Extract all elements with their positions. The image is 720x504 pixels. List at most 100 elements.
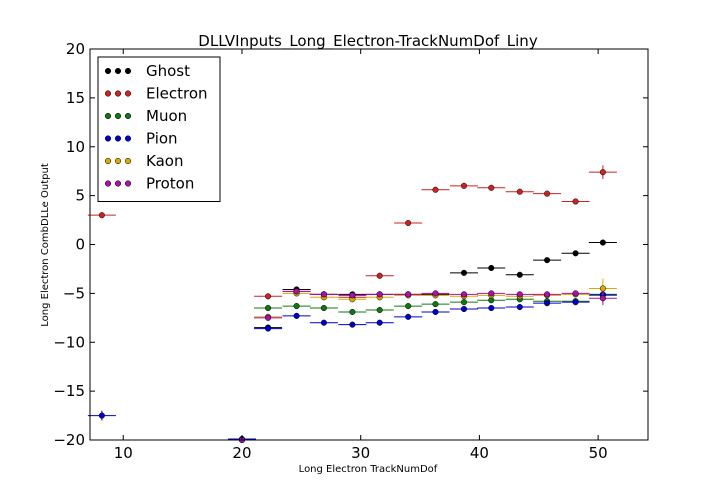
data-point [488,264,495,272]
legend-marker [114,112,122,120]
legend-marker [124,180,132,187]
x-tick-label: 50 [589,444,608,462]
data-point [572,250,579,257]
data-point [516,304,523,311]
data-point [293,312,300,319]
data-point [376,306,383,314]
data-point [432,308,439,315]
legend-marker [114,180,122,187]
x-tick-label: 40 [470,444,489,462]
legend-entry-muon: Muon [104,107,187,125]
data-point [405,219,412,227]
data-point [98,412,105,419]
data-point [488,184,495,191]
data-point [432,186,439,193]
data-point [320,319,327,326]
data-point [293,303,300,310]
data-point [460,269,468,276]
legend-marker [114,67,122,75]
data-point [405,313,412,320]
data-point [460,305,468,313]
data-point [572,198,579,205]
chart-title: DLLVInputs_Long_Electron-TrackNumDof_Lin… [198,32,538,51]
legend-entry-electron: Electron [104,85,208,103]
data-point [320,291,327,298]
data-point [599,169,606,176]
x-tick-label: 20 [232,444,251,462]
legend-label: Muon [146,107,187,125]
data-point [432,290,439,297]
legend-marker [124,90,132,97]
data-point [432,301,439,308]
legend-marker [104,135,112,142]
data-point [488,304,495,312]
data-point [544,300,551,307]
data-point [265,304,272,312]
data-point [349,308,356,315]
legend-marker [104,112,112,120]
data-point [599,285,606,292]
data-point [460,182,468,189]
data-point [320,304,327,312]
x-tick-label: 30 [351,444,370,462]
legend-label: Pion [146,130,178,148]
data-point [599,295,606,302]
data-point [572,290,579,297]
legend-marker [114,90,122,97]
legend-label: Kaon [146,152,183,170]
y-tick-label: −20 [53,431,85,449]
plot-area [87,165,617,444]
series-ghost [254,239,617,331]
legend-entry-proton: Proton [104,175,194,193]
x-tick-label: 10 [114,444,133,462]
series-electron [87,165,617,444]
legend-label: Electron [146,85,208,103]
data-point [544,257,551,264]
data-point [516,271,523,278]
legend-entry-kaon: Kaon [104,152,183,170]
y-tick-label: −5 [63,284,85,302]
y-tick-label: 5 [75,187,85,205]
axes: 10 20 30 40 50 −20 −15 −10 −5 0 5 10 15 20 [53,40,649,462]
data-point [98,212,105,219]
data-point [516,291,523,298]
data-point [293,288,300,295]
legend-box [97,56,221,202]
data-point [376,272,383,279]
legend-marker [114,135,122,142]
data-point [544,190,551,197]
data-point [265,325,272,332]
legend-entry-pion: Pion [104,130,178,148]
data-point [572,299,579,306]
data-point [516,188,523,195]
data-point [405,291,412,298]
data-point [265,293,272,300]
data-point [405,303,412,310]
data-point [376,291,383,298]
legend-marker [104,90,112,97]
x-axis-label: Long Electron TrackNumDof [299,464,438,475]
legend-marker [124,67,132,75]
legend-marker [104,180,112,187]
data-point [349,321,356,328]
y-tick-label: 0 [75,236,85,254]
legend-marker [124,112,132,120]
data-point [599,239,606,246]
legend-marker [124,157,132,165]
data-point [460,291,468,298]
data-point [349,292,356,299]
legend-label: Proton [146,175,194,193]
y-tick-label: 20 [66,40,85,58]
y-tick-label: 15 [66,89,85,107]
legend-entry-ghost: Ghost [104,62,190,80]
data-point [265,314,272,321]
y-tick-label: 10 [66,138,85,156]
legend: Ghost Electron Muon Pion Kaon Proton [97,56,221,202]
data-point [460,299,468,306]
y-axis-label: Long Electron CombDLLe Output [40,163,51,327]
legend-marker [104,157,112,165]
data-point [544,291,551,298]
y-tick-label: −15 [53,382,85,400]
legend-marker [104,67,112,75]
